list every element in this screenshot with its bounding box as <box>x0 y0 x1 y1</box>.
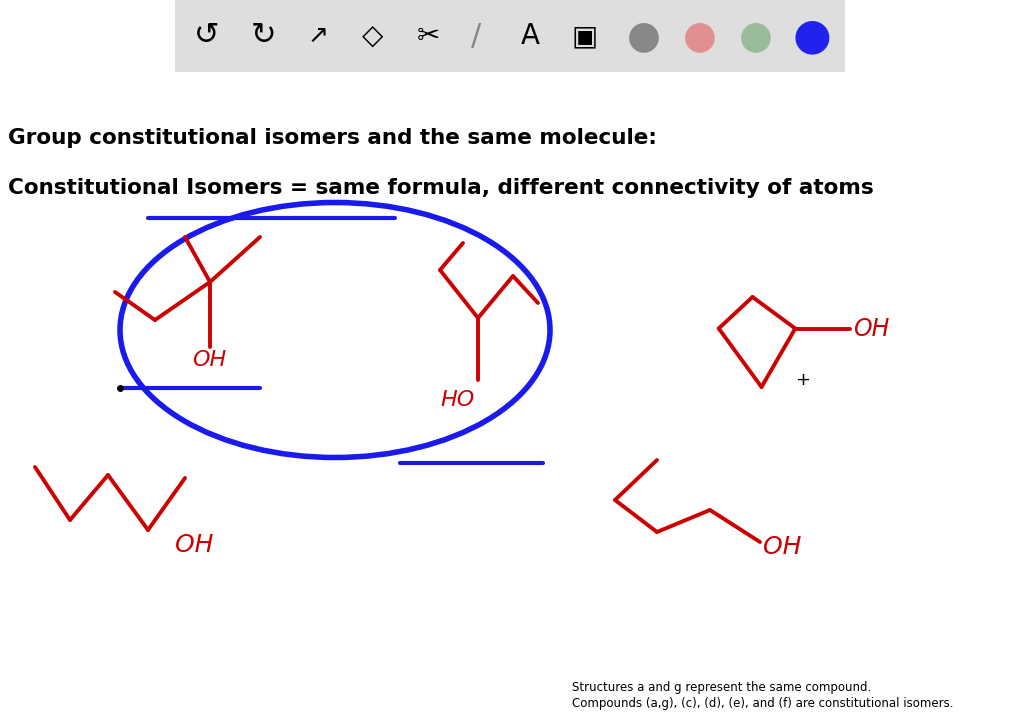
Text: A: A <box>520 22 540 50</box>
Text: HO: HO <box>440 390 474 410</box>
Text: OH: OH <box>193 350 226 370</box>
Text: ●: ● <box>793 14 831 57</box>
Text: +: + <box>796 371 811 389</box>
Text: Constitutional Isomers = same formula, different connectivity of atoms: Constitutional Isomers = same formula, d… <box>8 178 873 198</box>
Text: ↺: ↺ <box>195 21 220 51</box>
Text: ●: ● <box>627 17 660 55</box>
Text: ◇: ◇ <box>362 22 384 50</box>
Text: /: / <box>471 21 481 51</box>
FancyBboxPatch shape <box>175 0 845 72</box>
Text: ●: ● <box>683 17 717 55</box>
Text: ●: ● <box>739 17 773 55</box>
Text: ✂: ✂ <box>417 22 439 50</box>
Text: Group constitutional isomers and the same molecule:: Group constitutional isomers and the sam… <box>8 128 656 148</box>
Text: ↻: ↻ <box>250 21 275 51</box>
Text: Compounds (a,g), (c), (d), (e), and (f) are constitutional isomers.: Compounds (a,g), (c), (d), (e), and (f) … <box>572 697 953 710</box>
Text: OH: OH <box>853 316 890 341</box>
Text: Structures a and g represent the same compound.: Structures a and g represent the same co… <box>572 681 871 694</box>
Text: OH: OH <box>175 533 213 557</box>
Text: ▣: ▣ <box>571 22 598 50</box>
Text: ↗: ↗ <box>307 24 329 48</box>
Text: OH: OH <box>763 535 802 559</box>
